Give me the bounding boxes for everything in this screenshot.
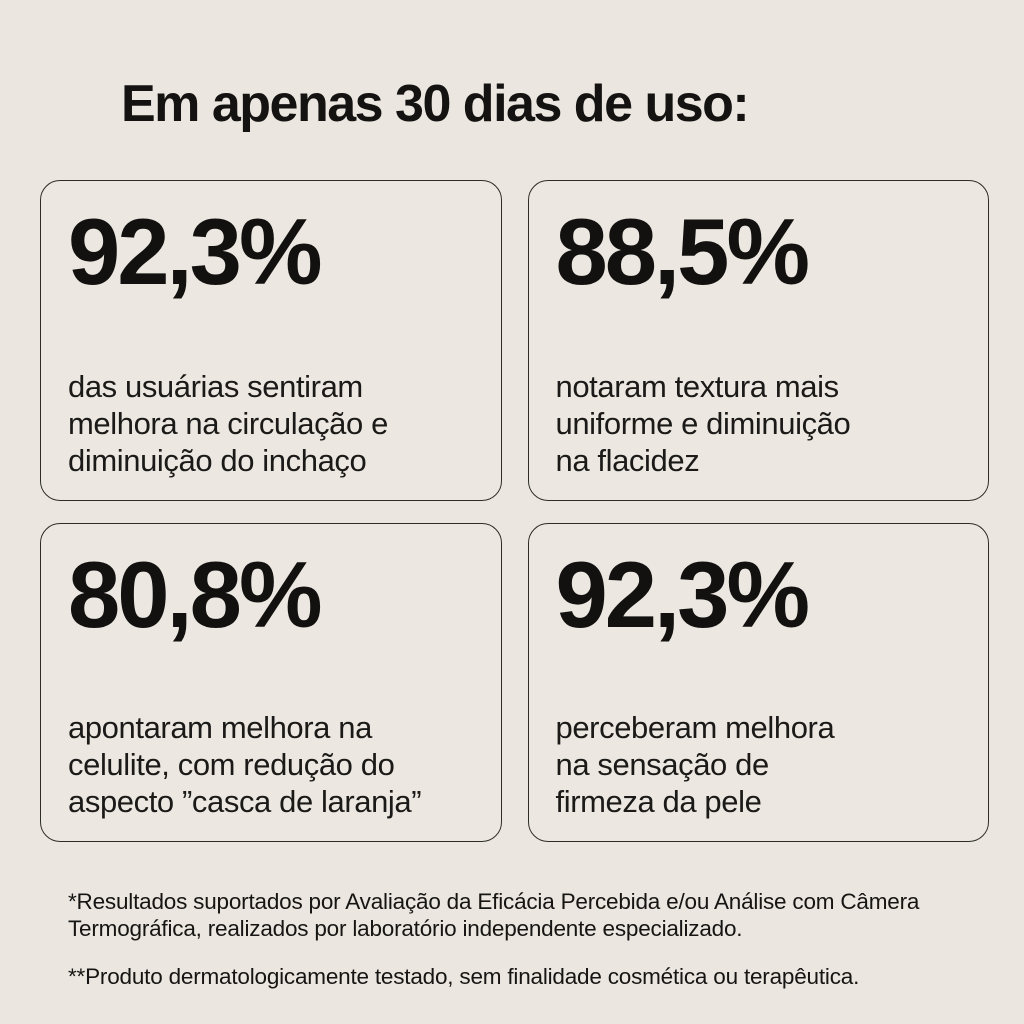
stat-card-circulacao: 92,3% das usuárias sentiram melhora na c… <box>40 180 502 501</box>
stat-description: das usuárias sentiram melhora na circula… <box>68 369 388 479</box>
stat-description: apontaram melhora na celulite, com reduç… <box>68 710 422 820</box>
footnote-results-disclaimer: *Resultados suportados por Avaliação da … <box>68 889 920 941</box>
stats-grid: 92,3% das usuárias sentiram melhora na c… <box>40 180 989 842</box>
stat-value: 92,3% <box>555 542 811 647</box>
footnote-dermatology-disclaimer: **Produto dermatologicamente testado, se… <box>68 963 860 989</box>
stat-card-firmeza: 92,3% perceberam melhora na sensação de … <box>527 523 989 842</box>
stat-description: perceberam melhora na sensação de firmez… <box>555 710 835 820</box>
stat-card-textura: 88,5% notaram textura mais uniforme e di… <box>527 180 989 501</box>
stat-value: 88,5% <box>555 199 811 304</box>
footnotes: *Resultados suportados por Avaliação da … <box>68 889 998 1011</box>
page-title: Em apenas 30 dias de uso: <box>121 75 750 133</box>
stat-value: 92,3% <box>68 199 323 304</box>
stat-description: notaram textura mais uniforme e diminuiç… <box>555 369 851 479</box>
stat-value: 80,8% <box>68 542 323 647</box>
stat-card-celulite: 80,8% apontaram melhora na celulite, com… <box>40 523 502 842</box>
